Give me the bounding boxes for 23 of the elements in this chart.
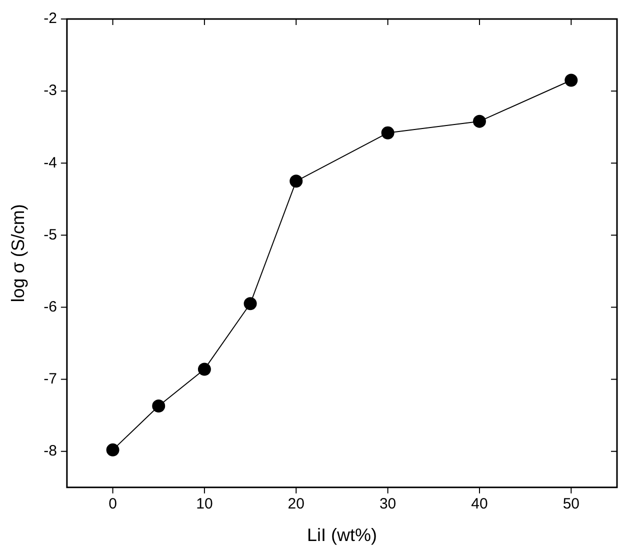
x-tick-label: 20: [288, 496, 304, 513]
x-axis-title: LiI (wt%): [306, 525, 377, 546]
y-tick-label: -8: [44, 442, 57, 460]
point: [564, 74, 578, 87]
point: [472, 114, 486, 128]
y-tick-label: -6: [44, 298, 57, 316]
y-tick-label: -2: [44, 10, 57, 28]
point: [106, 443, 120, 456]
y-tick-label: -4: [44, 154, 57, 172]
point: [244, 297, 257, 310]
y-tick-label: -7: [44, 370, 57, 388]
x-tick-label: 0: [108, 496, 117, 513]
x-tick-label: 10: [196, 496, 213, 513]
x-tick-label: 50: [562, 496, 580, 513]
y-axis-title: log σ (S/cm): [8, 204, 28, 302]
point: [381, 126, 394, 140]
point: [198, 362, 211, 376]
y-tick-label: -5: [44, 226, 57, 244]
y-tick-label: -3: [44, 82, 57, 100]
x-tick-label: 30: [379, 496, 396, 513]
x-tick-label: 40: [471, 496, 488, 513]
point: [152, 399, 166, 412]
point: [290, 174, 303, 188]
